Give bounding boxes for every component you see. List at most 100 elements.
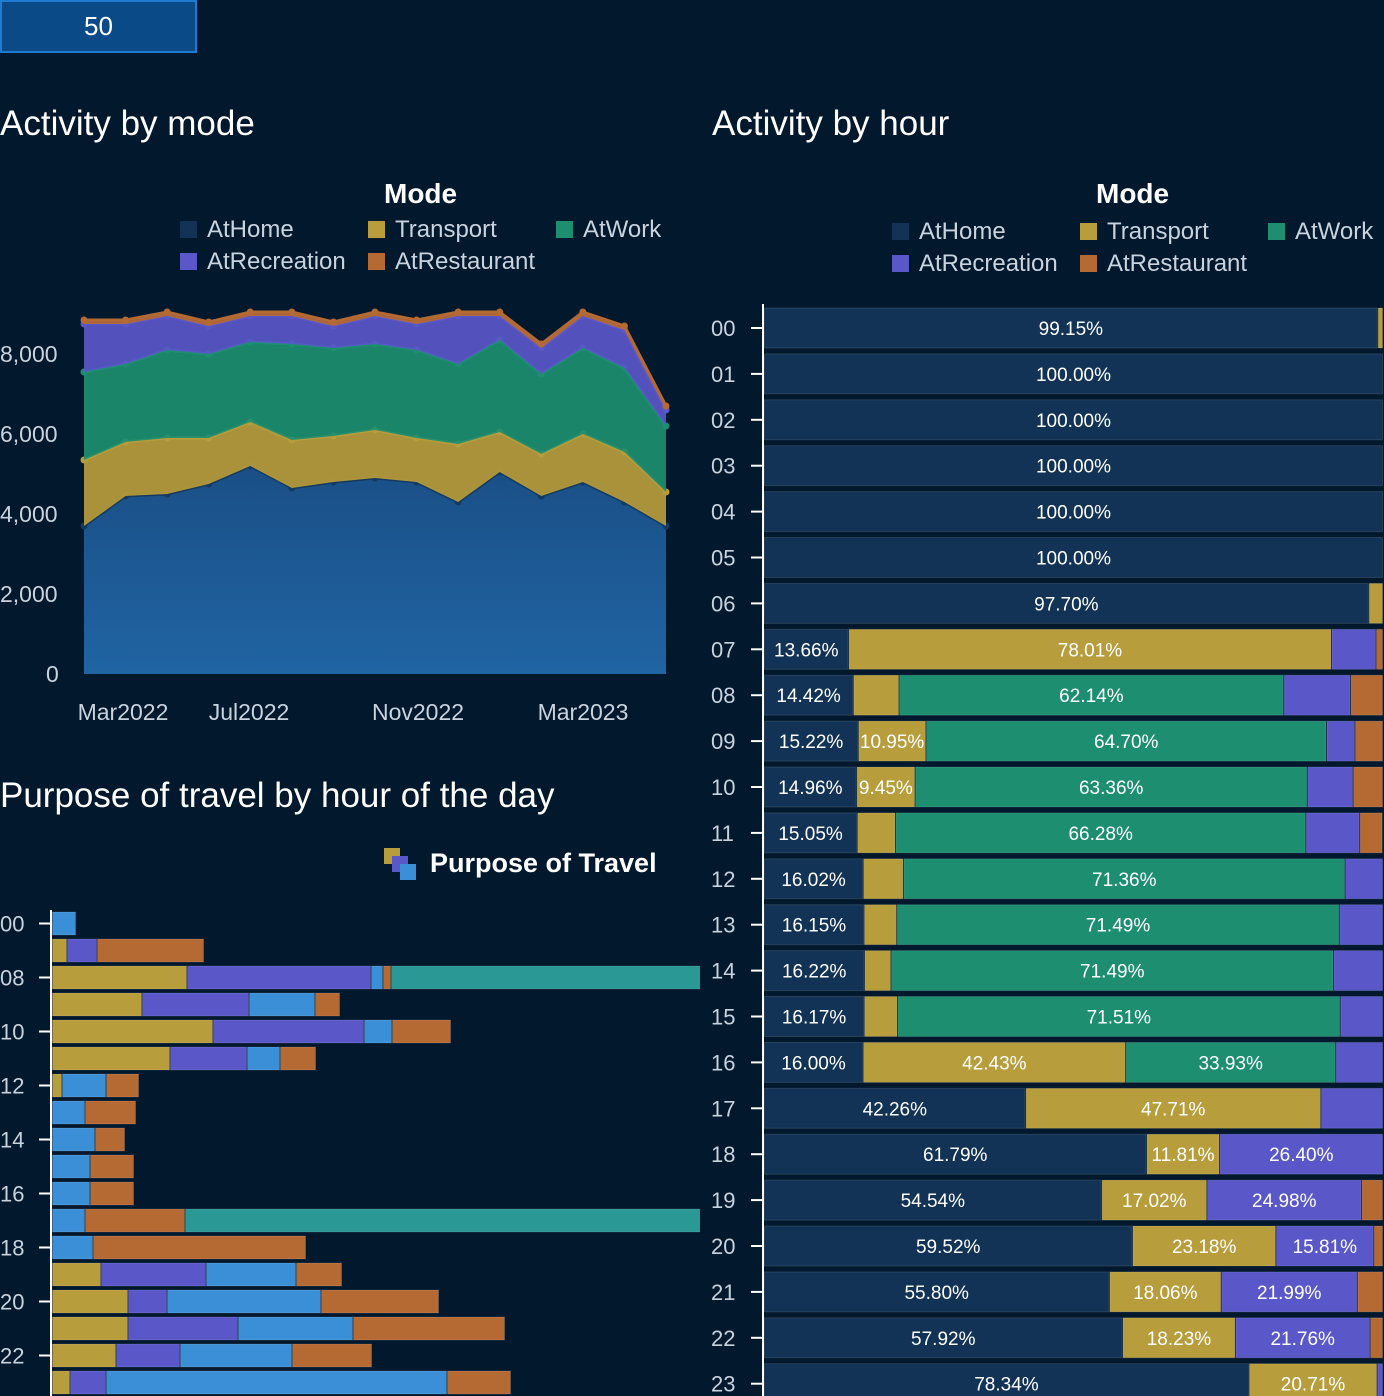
legend-item-athome[interactable]: AtHome [180, 216, 294, 244]
legend-label: Transport [1107, 218, 1209, 245]
bar-value-label: 10.95% [860, 732, 925, 753]
bar-value-label: 71.51% [1087, 1008, 1152, 1029]
bar-atrestaurant [97, 938, 204, 963]
bar-athome [764, 720, 859, 762]
bar-atwork [895, 812, 1306, 854]
bar-atrestaurant [1361, 1179, 1383, 1221]
bar-value-label: 24.98% [1252, 1191, 1317, 1212]
bar-athome [764, 537, 1383, 578]
bar-atrestaurant [1376, 628, 1384, 670]
bar-transport [863, 858, 904, 900]
bar-transport [52, 938, 67, 963]
legend-item-atrestaurant[interactable]: AtRestaurant [1080, 250, 1247, 278]
legend-item-atwork[interactable]: AtWork [1268, 218, 1373, 246]
legend-item-transport[interactable]: Transport [368, 216, 497, 244]
bar-value-label: 21.99% [1257, 1283, 1322, 1304]
bar-athome [764, 904, 864, 946]
bar-transport [858, 720, 926, 762]
value-input[interactable]: 50 [0, 0, 197, 53]
bar-atrestaurant [90, 1154, 134, 1179]
bar-transport [1109, 1271, 1222, 1313]
legend-item-atwork[interactable]: AtWork [556, 216, 661, 244]
hour-tick-label: 08 [0, 966, 24, 991]
hour-tick-label: 14 [711, 959, 735, 984]
legend-item-transport[interactable]: Transport [1080, 218, 1209, 246]
legend-swatch [892, 255, 909, 272]
bar-blue [52, 911, 76, 936]
bar-value-label: 26.40% [1269, 1145, 1334, 1166]
legend-label: AtRestaurant [1107, 250, 1248, 277]
bar-value-label: 78.01% [1058, 640, 1123, 661]
legend-swatch [180, 221, 197, 238]
bar-atrestaurant [1350, 674, 1383, 716]
bar-value-label: 42.43% [962, 1053, 1027, 1074]
bar-atrecreation [1275, 1225, 1374, 1267]
bar-athome [764, 996, 865, 1037]
bar-transport [1132, 1225, 1276, 1267]
purpose-of-travel-title: Purpose of travel by hour of the day [0, 776, 555, 815]
bar-blue [106, 1370, 447, 1395]
bar-value-label: 21.76% [1270, 1329, 1335, 1350]
hour-tick-label: 00 [0, 912, 24, 937]
bar-atrecreation [1320, 1087, 1384, 1129]
bar-atrestaurant [292, 1343, 372, 1368]
legend-swatch [1080, 255, 1097, 272]
bar-value-label: 64.70% [1094, 732, 1159, 753]
legend-label: AtRestaurant [395, 248, 536, 275]
legend-item-atrestaurant[interactable]: AtRestaurant [368, 248, 535, 276]
activity-by-mode-title: Activity by mode [0, 104, 255, 143]
bar-athome [764, 628, 849, 670]
bar-blue [180, 1343, 292, 1368]
bar-transport [52, 1370, 70, 1395]
point-atrestaurant [579, 308, 587, 316]
point-atrestaurant [496, 308, 504, 316]
bar-value-label: 15.22% [779, 732, 844, 753]
bar-atrecreation [101, 1262, 206, 1287]
bar-atrecreation [1335, 1041, 1383, 1083]
bar-atrecreation [1283, 674, 1351, 716]
bar-transport [864, 996, 898, 1037]
bar-value-label: 100.00% [1036, 503, 1111, 524]
point-atrestaurant [329, 318, 337, 326]
hour-tick-label: 08 [711, 683, 735, 708]
hour-tick-label: 05 [711, 546, 735, 571]
bar-value-label: 18.06% [1133, 1283, 1198, 1304]
area-athome [84, 466, 666, 674]
bar-atrestaurant [1354, 720, 1383, 762]
bar-atrestaurant [90, 1181, 134, 1206]
bar-atrecreation [1307, 766, 1354, 808]
bar-transport [52, 1073, 62, 1098]
bar-value-label: 54.54% [901, 1191, 966, 1212]
legend-item-atrecreation[interactable]: AtRecreation [180, 248, 346, 276]
legend-label: AtRecreation [207, 248, 346, 275]
bar-blue [52, 1127, 95, 1152]
bar-atrestaurant [85, 1100, 136, 1125]
hour-tick-label: 03 [711, 454, 735, 479]
bar-atwork [925, 720, 1327, 762]
bar-blue [249, 992, 315, 1017]
hour-tick-label: 22 [0, 1344, 24, 1369]
legend-label: AtHome [919, 218, 1006, 245]
legend-item-athome[interactable]: AtHome [892, 218, 1006, 246]
legend-item-atrecreation[interactable]: AtRecreation [892, 250, 1058, 278]
bar-value-label: 63.36% [1079, 778, 1144, 799]
bar-value-label: 97.70% [1034, 594, 1099, 615]
legend-label: AtWork [1295, 218, 1374, 245]
bar-value-label: 15.05% [778, 824, 843, 845]
point-atrestaurant [288, 308, 296, 316]
bar-transport [52, 992, 142, 1017]
hour-tick-label: 20 [0, 1290, 24, 1315]
bar-value-label: 71.49% [1086, 916, 1151, 937]
bar-value-label: 16.17% [782, 1008, 847, 1029]
bar-transport [1101, 1179, 1207, 1221]
bar-atwork [1125, 1041, 1336, 1083]
hour-tick-label: 20 [711, 1234, 735, 1259]
bar-transport [52, 1343, 116, 1368]
hour-tick-label: 00 [711, 316, 735, 341]
bar-transport [863, 1041, 1126, 1083]
bar-blue [52, 1208, 85, 1233]
legend-label: Transport [395, 216, 497, 243]
legend-swatch [556, 221, 573, 238]
bar-blue [52, 1235, 93, 1260]
bar-athome [764, 1133, 1147, 1175]
